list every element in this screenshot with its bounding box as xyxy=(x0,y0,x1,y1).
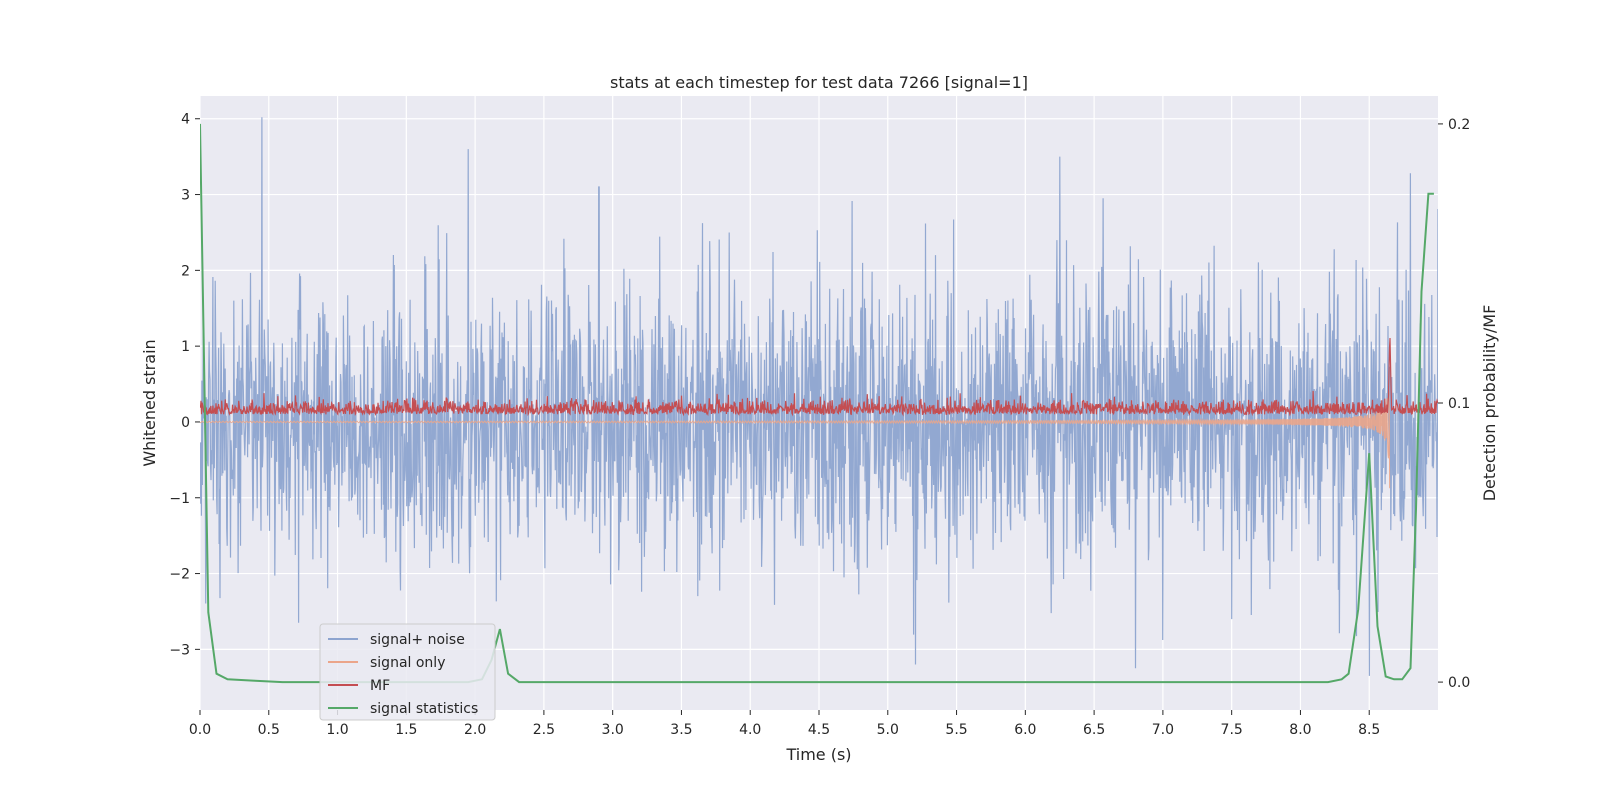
x-tick-label-8: 4.0 xyxy=(739,722,761,738)
y-tick-label-5: 2 xyxy=(181,263,190,279)
y-right-tick-label-2: 0.2 xyxy=(1448,117,1470,133)
legend-box xyxy=(319,623,496,721)
legend-label-signal-only: signal only xyxy=(370,655,445,671)
x-tick-label-13: 6.5 xyxy=(1083,722,1105,738)
x-tick-label-10: 5.0 xyxy=(877,722,899,738)
x-tick-label-7: 3.5 xyxy=(670,722,692,738)
legend-label-mf: MF xyxy=(370,678,390,694)
x-axis: 0.0 0.5 1.0 1.5 2.0 2.5 3.0 3.5 4.0 4.5 5.0 5.5 6.0 6… xyxy=(189,710,1380,738)
series-signal-noise-line xyxy=(200,117,1438,676)
x-tick-label-1: 0.5 xyxy=(258,722,280,738)
y-right-tick-label-1: 0.1 xyxy=(1448,396,1470,412)
series-signal-statistics-line xyxy=(200,123,1434,684)
y-axis-right: 0.0 0.1 0.2 xyxy=(1438,117,1470,691)
y-tick-label-3: 0 xyxy=(181,415,190,431)
y-tick-label-6: 3 xyxy=(181,188,190,204)
y-axis-left: −3 −2 −1 0 1 2 3 4 xyxy=(169,112,200,658)
y-tick-label-1: −2 xyxy=(169,567,190,583)
x-tick-label-12: 6.0 xyxy=(1014,722,1036,738)
x-tick-label-3: 1.5 xyxy=(395,722,417,738)
y-tick-label-4: 1 xyxy=(181,339,190,355)
y-tick-label-2: −1 xyxy=(169,491,190,507)
legend: signal+ noise signal only MF signal stat… xyxy=(319,623,496,721)
x-tick-label-11: 5.5 xyxy=(945,722,967,738)
chart-title: stats at each timestep for test data 726… xyxy=(610,73,1028,92)
x-tick-label-5: 2.5 xyxy=(533,722,555,738)
x-tick-label-6: 3.0 xyxy=(602,722,624,738)
x-tick-label-0: 0.0 xyxy=(189,722,211,738)
x-tick-label-14: 7.0 xyxy=(1152,722,1174,738)
legend-label-signal-statistics: signal statistics xyxy=(370,701,478,717)
y-right-tick-label-0: 0.0 xyxy=(1448,675,1470,691)
x-tick-label-16: 8.0 xyxy=(1289,722,1311,738)
y-axis-title-right: Detection probability/MF xyxy=(1480,305,1499,502)
series-layer xyxy=(200,117,1438,684)
x-tick-label-2: 1.0 xyxy=(326,722,348,738)
series-mf-line xyxy=(200,337,1438,417)
y-tick-label-7: 4 xyxy=(181,112,190,128)
y-tick-label-0: −3 xyxy=(169,642,190,658)
x-tick-label-4: 2.0 xyxy=(464,722,486,738)
x-tick-label-9: 4.5 xyxy=(808,722,830,738)
x-tick-label-15: 7.5 xyxy=(1221,722,1243,738)
x-axis-title: Time (s) xyxy=(785,745,851,764)
y-axis-title-left: Whitened strain xyxy=(140,339,159,466)
legend-label-signal-noise: signal+ noise xyxy=(370,632,465,648)
series-signal-only-line xyxy=(200,391,1391,489)
x-tick-label-17: 8.5 xyxy=(1358,722,1380,738)
